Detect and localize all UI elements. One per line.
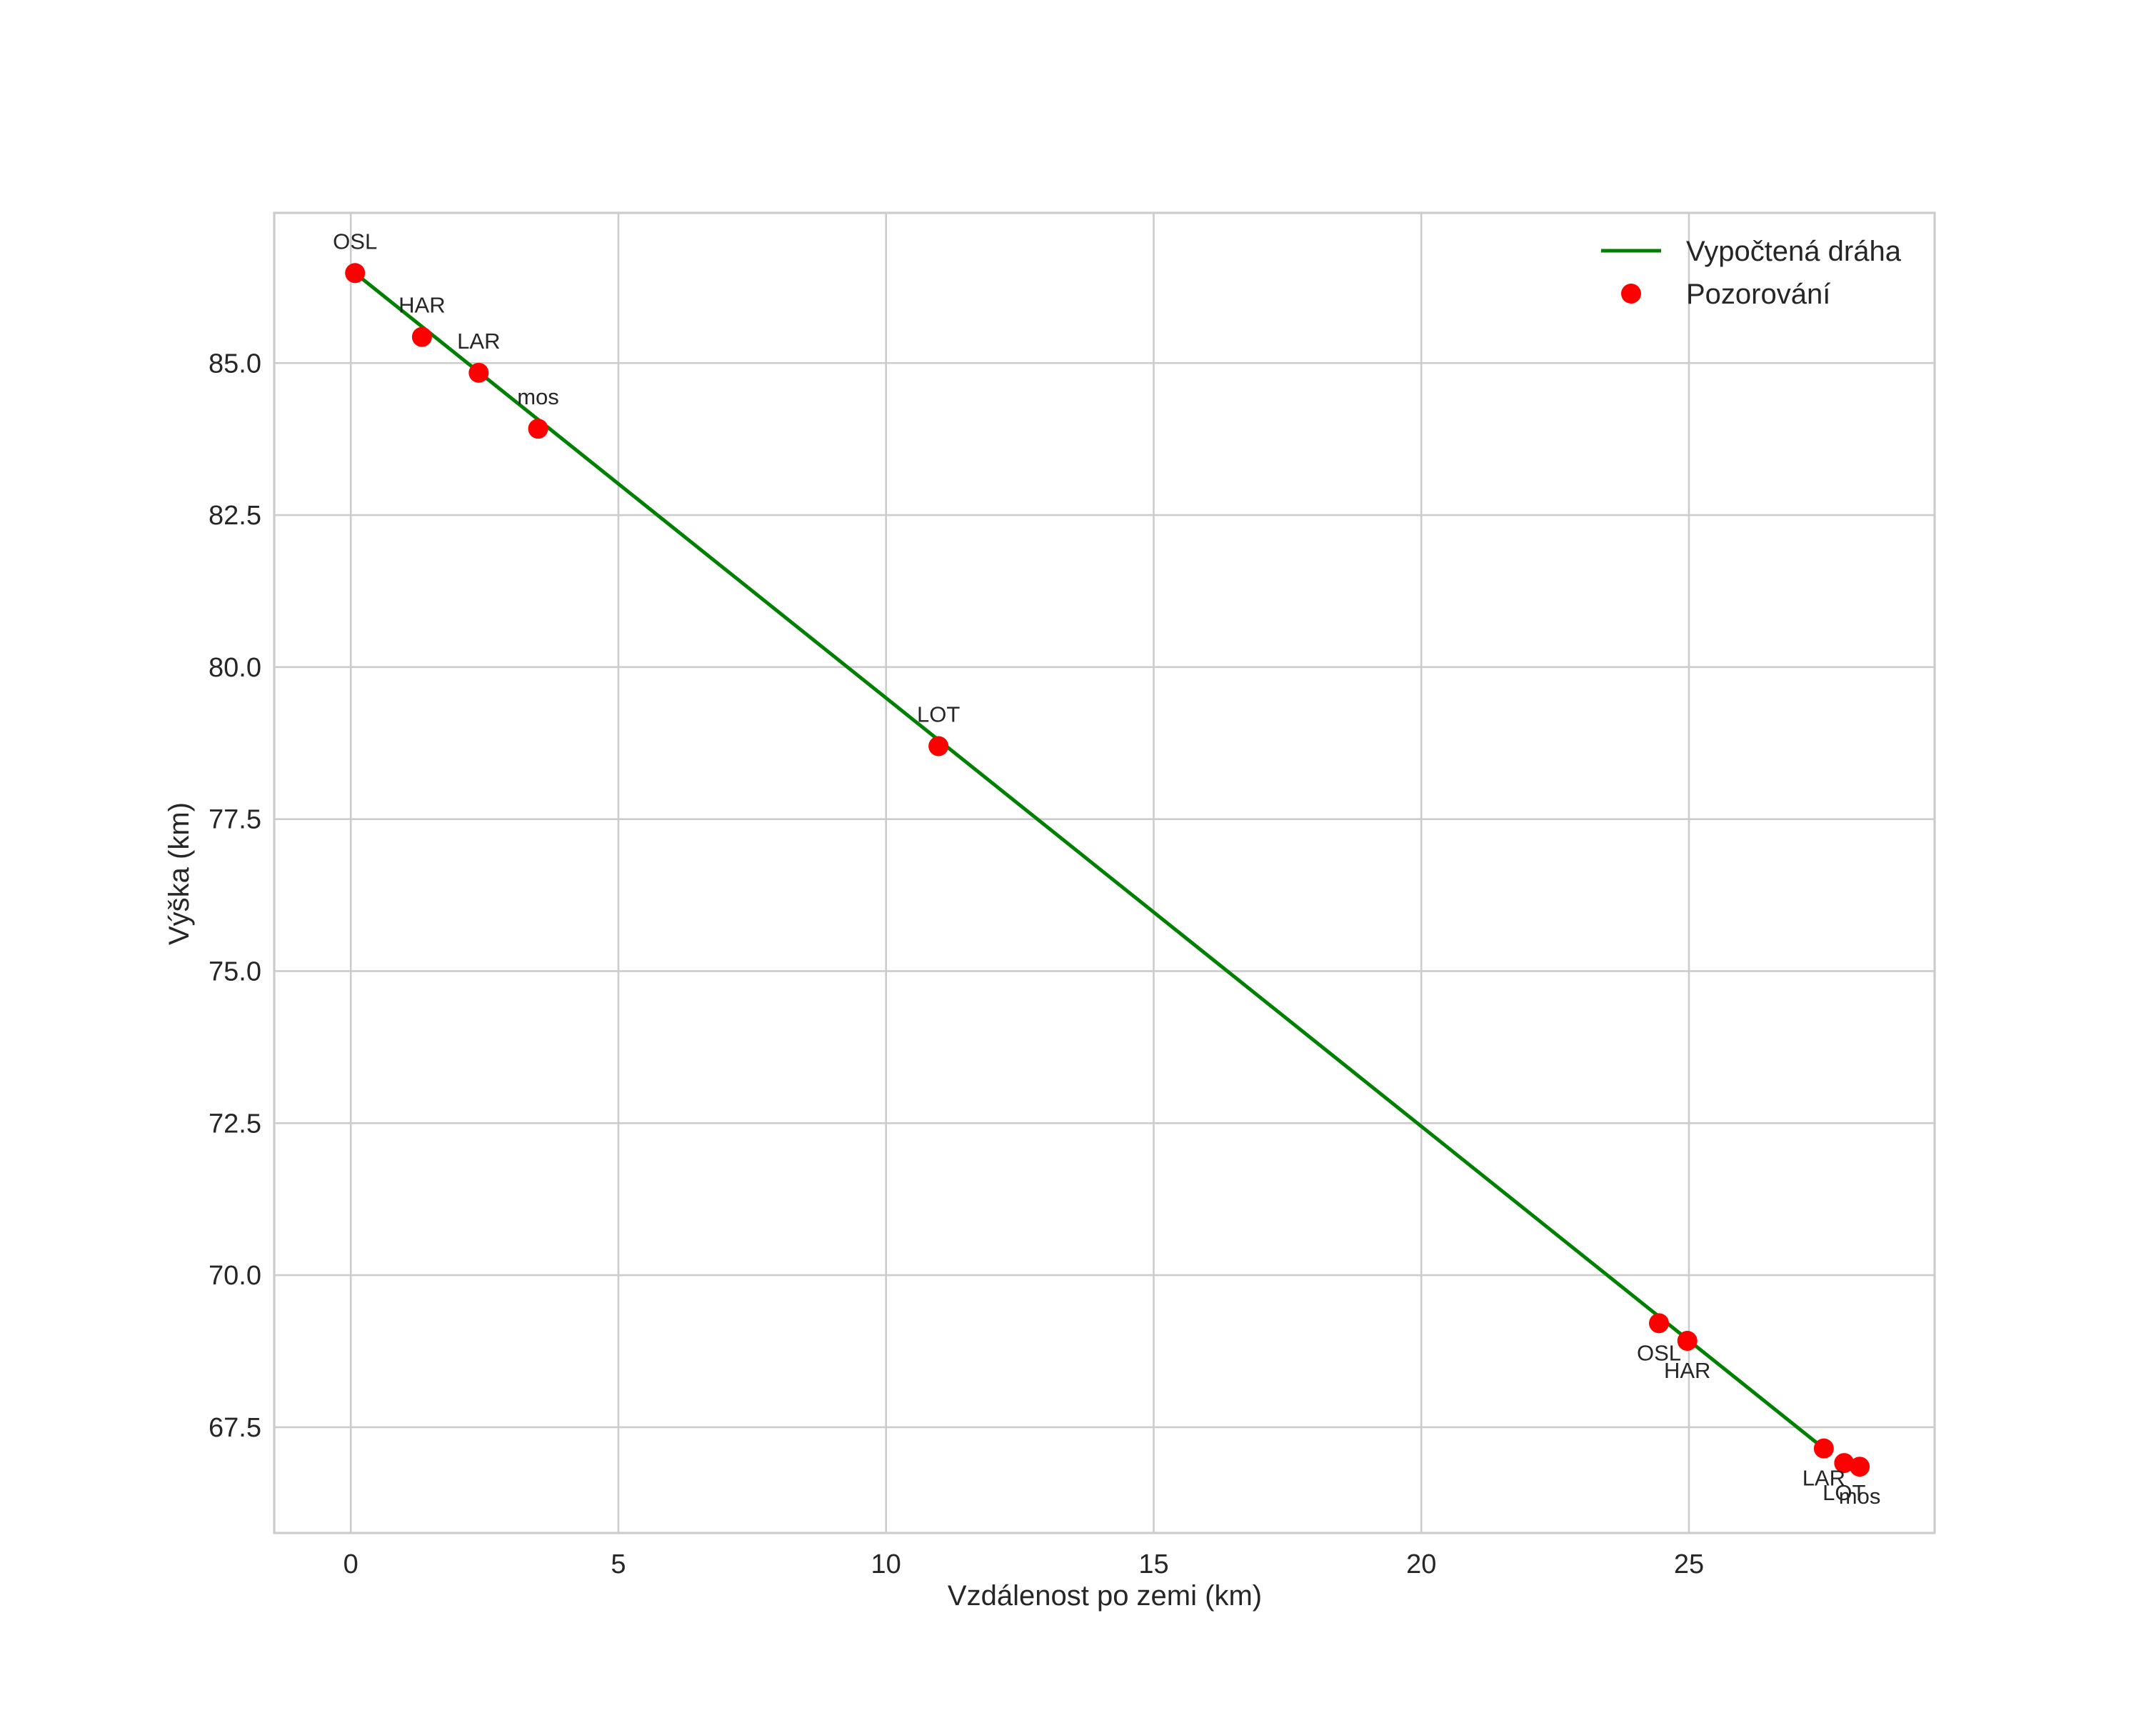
x-axis-ticks: 0 5 10 15 20 25 — [344, 1549, 1705, 1579]
station-label: LAR — [1802, 1466, 1845, 1491]
observation-point — [1850, 1457, 1870, 1477]
grid-lines — [274, 213, 1935, 1533]
station-label: HAR — [1664, 1358, 1710, 1383]
x-tick-label: 15 — [1138, 1549, 1168, 1579]
trajectory-line — [353, 271, 1826, 1451]
observation-point — [411, 326, 432, 347]
y-tick-label: 70.0 — [209, 1261, 261, 1291]
station-label: OSL — [333, 229, 377, 254]
legend-label-computed: Vypočtená dráha — [1686, 236, 1902, 267]
observation-point — [1834, 1453, 1855, 1474]
observation-point — [528, 419, 548, 439]
y-tick-label: 85.0 — [209, 349, 261, 379]
y-tick-label: 75.0 — [209, 957, 261, 987]
station-label: LOT — [1822, 1480, 1865, 1505]
station-label: HAR — [398, 293, 445, 318]
observation-point — [468, 362, 489, 383]
x-tick-label: 0 — [344, 1549, 359, 1579]
x-tick-label: 10 — [871, 1549, 901, 1579]
y-tick-label: 67.5 — [209, 1413, 261, 1443]
y-tick-label: 77.5 — [209, 805, 261, 835]
x-tick-label: 20 — [1406, 1549, 1436, 1579]
station-label: LOT — [917, 702, 960, 727]
legend-label-observations: Pozorování — [1686, 279, 1830, 310]
observation-point — [1813, 1438, 1834, 1459]
observation-point — [928, 736, 949, 756]
observation-point — [1648, 1313, 1669, 1334]
station-label: OSL — [1637, 1340, 1681, 1365]
y-axis-ticks: 67.5 70.0 72.5 75.0 77.5 80.0 82.5 85.0 — [209, 349, 261, 1443]
axes-frame — [273, 211, 1936, 1534]
x-tick-label: 25 — [1674, 1549, 1704, 1579]
y-tick-label: 72.5 — [209, 1109, 261, 1139]
x-axis-label: Vzdálenost po zemi (km) — [948, 1580, 1262, 1612]
legend: Vypočtená dráha Pozorování — [1601, 236, 1902, 310]
legend-dot-icon — [1621, 284, 1641, 304]
station-label: LAR — [457, 329, 500, 354]
observation-point — [1677, 1331, 1698, 1352]
station-label: mos — [517, 384, 559, 409]
y-axis-label: Výška (km) — [164, 802, 195, 945]
x-tick-label: 5 — [611, 1549, 626, 1579]
observation-points — [345, 263, 1870, 1477]
y-tick-label: 82.5 — [209, 501, 261, 531]
station-label: mos — [1839, 1484, 1881, 1509]
y-tick-label: 80.0 — [209, 653, 261, 683]
observation-point — [345, 263, 366, 284]
computed-trajectory-line — [353, 271, 1826, 1451]
